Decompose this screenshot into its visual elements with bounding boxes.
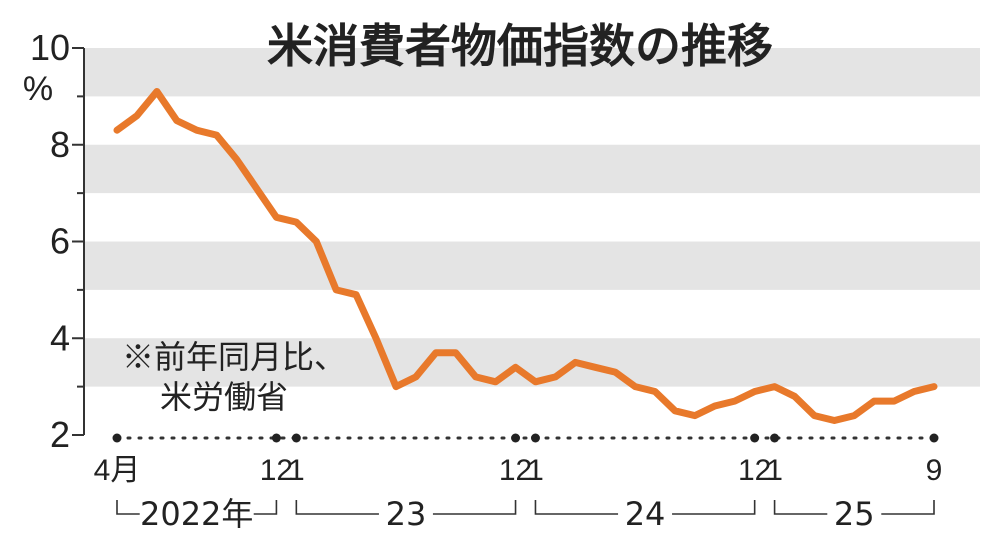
year-label: 24 [625,495,666,533]
y-unit-label: % [23,70,53,108]
year-label: 23 [386,495,427,533]
x-tick-dot [271,433,281,443]
grid-band [84,48,980,97]
year-label: 25 [834,495,875,533]
y-tick-label: 10 [30,27,70,68]
x-tick-label: 12 [738,454,771,487]
x-tick-dot [291,433,301,443]
year-bracket-left [773,500,828,515]
x-axis: 4月 121 121 121 9 [94,433,943,487]
y-tick-label: 6 [50,221,70,262]
year-label: 2022年 [140,495,253,533]
y-tick-label: 2 [50,414,70,455]
grid-band [84,144,980,194]
chart-title: 米消費者物価指数の推移 [267,19,773,73]
grid-bands [84,48,980,387]
year-bracket-left [116,500,140,515]
y-tick-label: 4 [50,317,70,358]
x-tick-dot [929,433,939,443]
x-tick-label: 4月 [94,454,141,487]
x-tick-dot [112,433,122,443]
source-note-line-1: ※前年同月比、 [122,338,346,376]
year-bracket-left [295,500,379,515]
x-tick-dot [750,433,760,443]
x-tick-label: 1 [527,454,544,487]
year-bracket-left [534,500,619,515]
source-note-line-2: 米労働省 [160,378,288,416]
y-axis: 2 4 6 8 10 [30,27,85,455]
year-bracket-right [672,500,756,515]
cpi-series-line [113,88,938,424]
year-bracket-right [253,500,278,515]
year-labels: 2022年 23 24 25 [116,495,935,533]
series-layer [113,88,938,424]
year-bracket-right [881,500,935,515]
x-tick-dot [530,433,540,443]
x-tick-label: 12 [260,454,293,487]
year-bracket-right [432,500,517,515]
x-tick-label: 9 [926,454,943,487]
grid-band [84,241,980,290]
x-tick-label: 12 [499,454,532,487]
x-tick-label: 1 [766,454,783,487]
x-tick-dot [770,433,780,443]
y-tick-label: 8 [50,124,70,165]
x-tick-label: 1 [288,454,305,487]
x-tick-dot [511,433,521,443]
